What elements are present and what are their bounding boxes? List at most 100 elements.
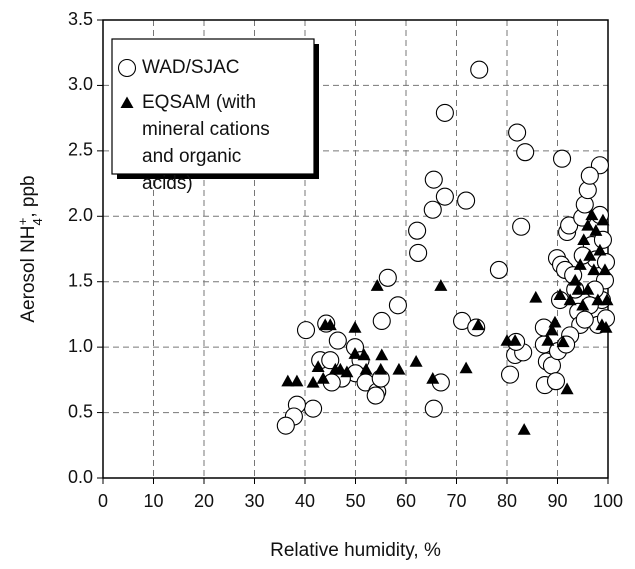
triangle-point: [306, 375, 320, 388]
circle-point: [470, 60, 489, 79]
triangle-point: [587, 263, 601, 276]
triangle-point: [434, 279, 448, 291]
x-tick-label: 100: [593, 491, 623, 511]
y-tick-label: 2.0: [68, 205, 93, 225]
triangle-point: [598, 263, 612, 276]
circle-point: [500, 365, 520, 384]
circle-point: [512, 217, 531, 236]
triangle-point: [591, 293, 605, 306]
triangle-point: [426, 372, 440, 384]
triangle-point: [576, 298, 590, 311]
triangle-point: [577, 233, 591, 246]
x-tick-label: 80: [497, 491, 517, 511]
circle-point: [424, 170, 443, 189]
x-tick-label: 30: [244, 491, 264, 511]
y-axis-label-part: 4: [30, 218, 45, 225]
triangle-point: [563, 293, 577, 306]
y-tick-label: 2.5: [68, 140, 93, 160]
triangle-point: [359, 362, 373, 375]
legend-label: EQSAM (with mineral cations and organic …: [142, 92, 275, 194]
x-tick-label: 10: [143, 491, 163, 511]
circle-point: [516, 143, 535, 162]
triangle-point: [409, 355, 423, 367]
x-tick-label: 20: [194, 491, 214, 511]
triangle-point: [348, 321, 362, 333]
circle-point: [304, 399, 323, 418]
y-axis-label: Aerosol NH4+, ppb: [15, 175, 45, 322]
triangle-point: [553, 288, 567, 300]
triangle-point: [459, 361, 473, 374]
legend: WAD/SJAC EQSAM (with mineral cations and …: [111, 38, 319, 194]
triangle-point: [568, 273, 582, 286]
circle-point: [372, 311, 391, 331]
triangle-point: [375, 348, 389, 361]
x-tick-label: 40: [295, 491, 315, 511]
triangle-point: [508, 334, 522, 346]
circle-point: [457, 191, 476, 210]
triangle-point: [545, 323, 559, 336]
circle-point: [435, 103, 454, 122]
triangle-point: [517, 423, 531, 435]
circle-point: [276, 416, 295, 435]
triangle-point: [593, 243, 607, 256]
circle-point: [296, 321, 316, 340]
triangle-point: [556, 335, 570, 348]
circle-point: [408, 221, 427, 240]
triangle-point: [471, 318, 485, 331]
circle-point: [435, 187, 454, 206]
triangle-point: [311, 360, 325, 372]
triangle-point: [560, 382, 574, 395]
triangle-point: [290, 374, 304, 387]
triangle-point: [348, 347, 362, 359]
x-tick-label: 50: [345, 491, 365, 511]
triangle-point: [357, 348, 371, 361]
circle-point: [560, 216, 579, 235]
legend-box: [111, 38, 315, 175]
circle-point: [489, 260, 508, 279]
circle-point: [552, 149, 572, 168]
y-tick-label: 0.0: [68, 467, 93, 487]
triangle-point: [583, 249, 597, 261]
y-axis-label-part: +: [15, 218, 30, 226]
legend-marker: [120, 96, 134, 108]
triangle-point: [548, 315, 562, 328]
triangle-point: [585, 208, 599, 221]
x-tick-label: 70: [446, 491, 466, 511]
plot-frame: [102, 19, 609, 479]
triangle-point: [370, 279, 384, 291]
triangle-point: [374, 362, 388, 375]
triangle-point: [571, 283, 585, 295]
circle-point: [424, 399, 443, 418]
x-tick-label: 0: [98, 491, 108, 511]
triangle-point: [316, 372, 330, 384]
circle-point: [409, 243, 428, 262]
triangle-point: [581, 218, 595, 231]
circle-point: [508, 123, 527, 142]
y-tick-label: 0.5: [68, 401, 93, 421]
y-axis-label-part: Aerosol NH: [18, 225, 39, 322]
x-axis-label: Relative humidity, %: [270, 540, 441, 561]
circle-point: [575, 310, 594, 329]
triangle-point: [599, 321, 613, 333]
x-tick-label: 90: [547, 491, 567, 511]
y-axis-label-part: , ppb: [18, 175, 39, 217]
circle-point: [366, 386, 385, 405]
y-tick-label: 1.0: [68, 336, 93, 356]
triangle-point: [541, 334, 555, 346]
circle-point: [328, 331, 347, 350]
triangle-point: [581, 283, 595, 295]
triangle-point: [340, 365, 354, 378]
triangle-point: [529, 290, 543, 303]
circle-point: [388, 296, 407, 315]
circle-point: [378, 268, 397, 287]
y-tick-label: 3.5: [68, 9, 93, 29]
circle-point: [580, 166, 599, 185]
triangle-point: [573, 258, 587, 270]
triangle-point: [392, 362, 406, 375]
y-tick-label: 3.0: [68, 74, 93, 94]
legend-label: WAD/SJAC: [142, 57, 239, 78]
triangle-point: [596, 213, 610, 226]
circle-point: [546, 372, 566, 391]
triangle-point: [323, 318, 337, 331]
